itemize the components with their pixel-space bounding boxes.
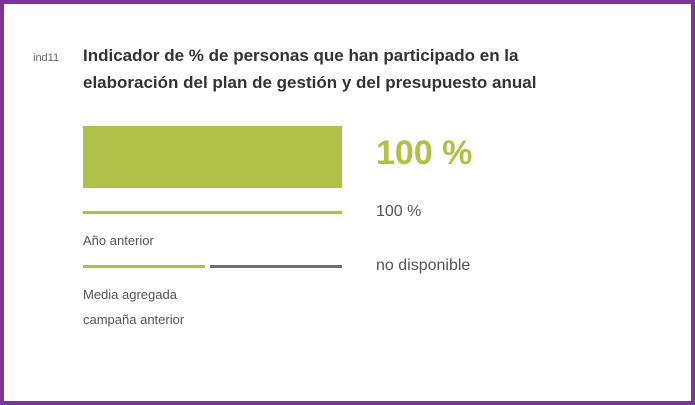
value-label: 100 % bbox=[376, 134, 473, 172]
indicator-code: ind11 bbox=[33, 52, 60, 64]
previous-year-label: Año anterior bbox=[83, 233, 154, 248]
average-bar-left bbox=[83, 265, 205, 268]
average-label: Media agregada campaña anterior bbox=[83, 287, 185, 327]
value-bar bbox=[83, 126, 342, 188]
previous-year-value: 100 % bbox=[376, 203, 422, 220]
average-value: no disponible bbox=[376, 257, 471, 274]
previous-year-bar bbox=[83, 211, 342, 214]
average-bar-right bbox=[210, 265, 342, 268]
indicator-title: Indicador de % de personas que han parti… bbox=[83, 46, 537, 92]
